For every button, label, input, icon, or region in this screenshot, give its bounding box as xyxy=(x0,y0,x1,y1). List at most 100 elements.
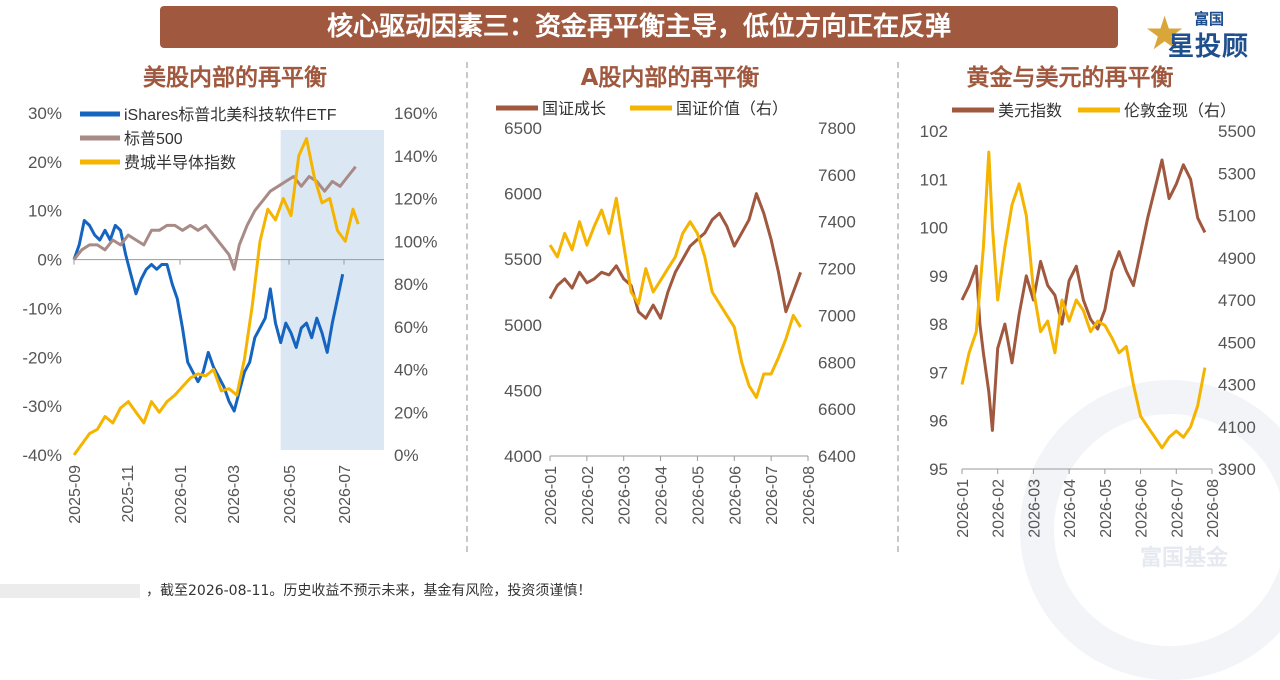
y-right-tick-label: 4100 xyxy=(1218,418,1256,437)
y-right-tick-label: 6800 xyxy=(818,353,856,372)
brand-logo: ★ 富国 星投顾 xyxy=(1142,4,1262,62)
y-left-tick-label: 30% xyxy=(28,104,62,123)
legend-label: iShares标普北美科技软件ETF xyxy=(124,106,337,124)
y-left-tick-label: 95 xyxy=(929,460,948,479)
x-tick-label: 2026-08 xyxy=(1205,479,1222,538)
y-left-tick-label: 4000 xyxy=(504,447,542,466)
y-left-tick-label: 99 xyxy=(929,267,948,286)
x-tick-label: 2026-03 xyxy=(1026,479,1043,538)
footnote: ，截至2026-08-11。历史收益不预示未来，基金有风险，投资须谨慎！ xyxy=(0,580,1000,600)
y-right-tick-label: 7200 xyxy=(818,260,856,279)
y-left-tick-label: -10% xyxy=(22,299,62,318)
star-icon: ★ xyxy=(1144,6,1186,60)
y-right-tick-label: 5100 xyxy=(1218,207,1256,226)
y-right-tick-label: 120% xyxy=(394,190,437,209)
chart-a-shares: 6500 6000 5500 5000 4500 4000 7800 7600 7400 7200… xyxy=(496,100,856,525)
x-tick-label: 2026-07 xyxy=(1169,479,1186,538)
y-right-tick-label: 4300 xyxy=(1218,376,1256,395)
y-left-tick-label: 96 xyxy=(929,412,948,431)
y-right-tick-label: 60% xyxy=(394,318,428,337)
brand-main-text: 星投顾 xyxy=(1168,32,1250,62)
y-right-tick-label: 160% xyxy=(394,104,437,123)
x-tick-label: 2026-07 xyxy=(764,466,781,525)
series-line xyxy=(960,150,1207,450)
y-right-tick-label: 4900 xyxy=(1218,249,1256,268)
x-tick-label: 2026-01 xyxy=(173,465,190,524)
x-tick-label: 2026-02 xyxy=(991,479,1008,538)
y-right-tick-label: 6400 xyxy=(818,447,856,466)
legend-label: 费城半导体指数 xyxy=(124,154,236,172)
x-tick-label: 2026-05 xyxy=(690,466,707,525)
x-tick-label: 2026-01 xyxy=(955,479,972,538)
x-tick-label: 2026-02 xyxy=(580,466,597,525)
legend-label: 国证成长 xyxy=(542,100,606,118)
y-left-tick-label: 5500 xyxy=(504,250,542,269)
y-left-tick-label: -20% xyxy=(22,348,62,367)
series-line xyxy=(548,196,802,399)
y-left-tick-label: -30% xyxy=(22,397,62,416)
y-right-tick-label: 40% xyxy=(394,361,428,380)
y-right-tick-label: 6600 xyxy=(818,400,856,419)
y-right-tick-label: 7400 xyxy=(818,213,856,232)
legend-label: 国证价值（右） xyxy=(676,100,788,118)
y-right-tick-label: 20% xyxy=(394,403,428,422)
x-tick-label: 2026-07 xyxy=(337,465,354,524)
footnote-redacted xyxy=(0,584,140,598)
y-right-tick-label: 5500 xyxy=(1218,122,1256,141)
panel-divider-1 xyxy=(466,62,468,552)
x-tick-label: 2026-03 xyxy=(226,465,243,524)
y-right-tick-label: 4500 xyxy=(1218,333,1256,352)
series-line xyxy=(72,165,357,271)
y-right-tick-label: 7800 xyxy=(818,119,856,138)
x-tick-label: 2026-06 xyxy=(727,466,744,525)
y-right-tick-label: 4700 xyxy=(1218,291,1256,310)
y-left-tick-label: 0% xyxy=(37,251,62,270)
x-tick-label: 2026-04 xyxy=(1062,479,1079,538)
legend-label: 伦敦金现（右） xyxy=(1124,102,1236,120)
x-tick-label: 2025-09 xyxy=(67,465,84,524)
series-line xyxy=(72,219,345,413)
x-tick-label: 2026-05 xyxy=(282,465,299,524)
x-tick-label: 2026-03 xyxy=(617,466,634,525)
y-right-tick-label: 3900 xyxy=(1218,460,1256,479)
x-tick-label: 2026-05 xyxy=(1098,479,1115,538)
y-left-tick-label: 102 xyxy=(920,122,948,141)
x-tick-label: 2026-06 xyxy=(1134,479,1151,538)
y-left-tick-label: 101 xyxy=(920,170,948,189)
y-left-tick-label: 100 xyxy=(920,219,948,238)
legend-label: 标普500 xyxy=(124,130,183,148)
watermark-text: 富国基金 xyxy=(1140,546,1229,571)
series-line xyxy=(72,137,360,456)
panel-divider-2 xyxy=(897,62,899,552)
legend-label: 美元指数 xyxy=(998,102,1062,120)
chart-gold-usd: 102 101 100 99 98 97 96 95 5500 5300 5100 4900 4700 4… xyxy=(920,102,1256,538)
chart-us-stocks: 30% 20% 10% 0% -10% -20% -30% -40% 160% 140% 120% 1… xyxy=(22,104,437,524)
y-left-tick-label: -40% xyxy=(22,446,62,465)
x-tick-label: 2026-04 xyxy=(654,466,671,525)
x-tick-label: 2026-01 xyxy=(543,466,560,525)
panel-title-us: 美股内部的再平衡 xyxy=(143,65,327,91)
y-left-tick-label: 4500 xyxy=(504,381,542,400)
header-banner: 核心驱动因素三：资金再平衡主导，低位方向正在反弹 xyxy=(160,6,1118,48)
x-tick-label: 2025-11 xyxy=(120,465,137,523)
y-right-tick-label: 140% xyxy=(394,147,437,166)
y-right-tick-label: 80% xyxy=(394,275,428,294)
y-left-tick-label: 20% xyxy=(28,153,62,172)
x-tick-label: 2026-08 xyxy=(801,466,818,525)
y-left-tick-label: 6500 xyxy=(504,119,542,138)
y-left-tick-label: 98 xyxy=(929,315,948,334)
series-line xyxy=(960,158,1207,432)
footnote-text: ，截至2026-08-11。历史收益不预示未来，基金有风险，投资须谨慎！ xyxy=(146,583,592,599)
y-left-tick-label: 6000 xyxy=(504,185,542,204)
y-left-tick-label: 10% xyxy=(28,202,62,221)
panel-title-a-share: A股内部的再平衡 xyxy=(580,65,760,91)
series-line xyxy=(548,192,803,320)
y-right-tick-label: 7000 xyxy=(818,306,856,325)
panel-title-gold-usd: 黄金与美元的再平衡 xyxy=(966,65,1174,91)
y-left-tick-label: 5000 xyxy=(504,316,542,335)
y-right-tick-label: 7600 xyxy=(818,166,856,185)
y-left-tick-label: 97 xyxy=(929,363,948,382)
y-right-tick-label: 100% xyxy=(394,232,437,251)
y-right-tick-label: 0% xyxy=(394,446,419,465)
brand-top-text: 富国 xyxy=(1194,10,1225,28)
